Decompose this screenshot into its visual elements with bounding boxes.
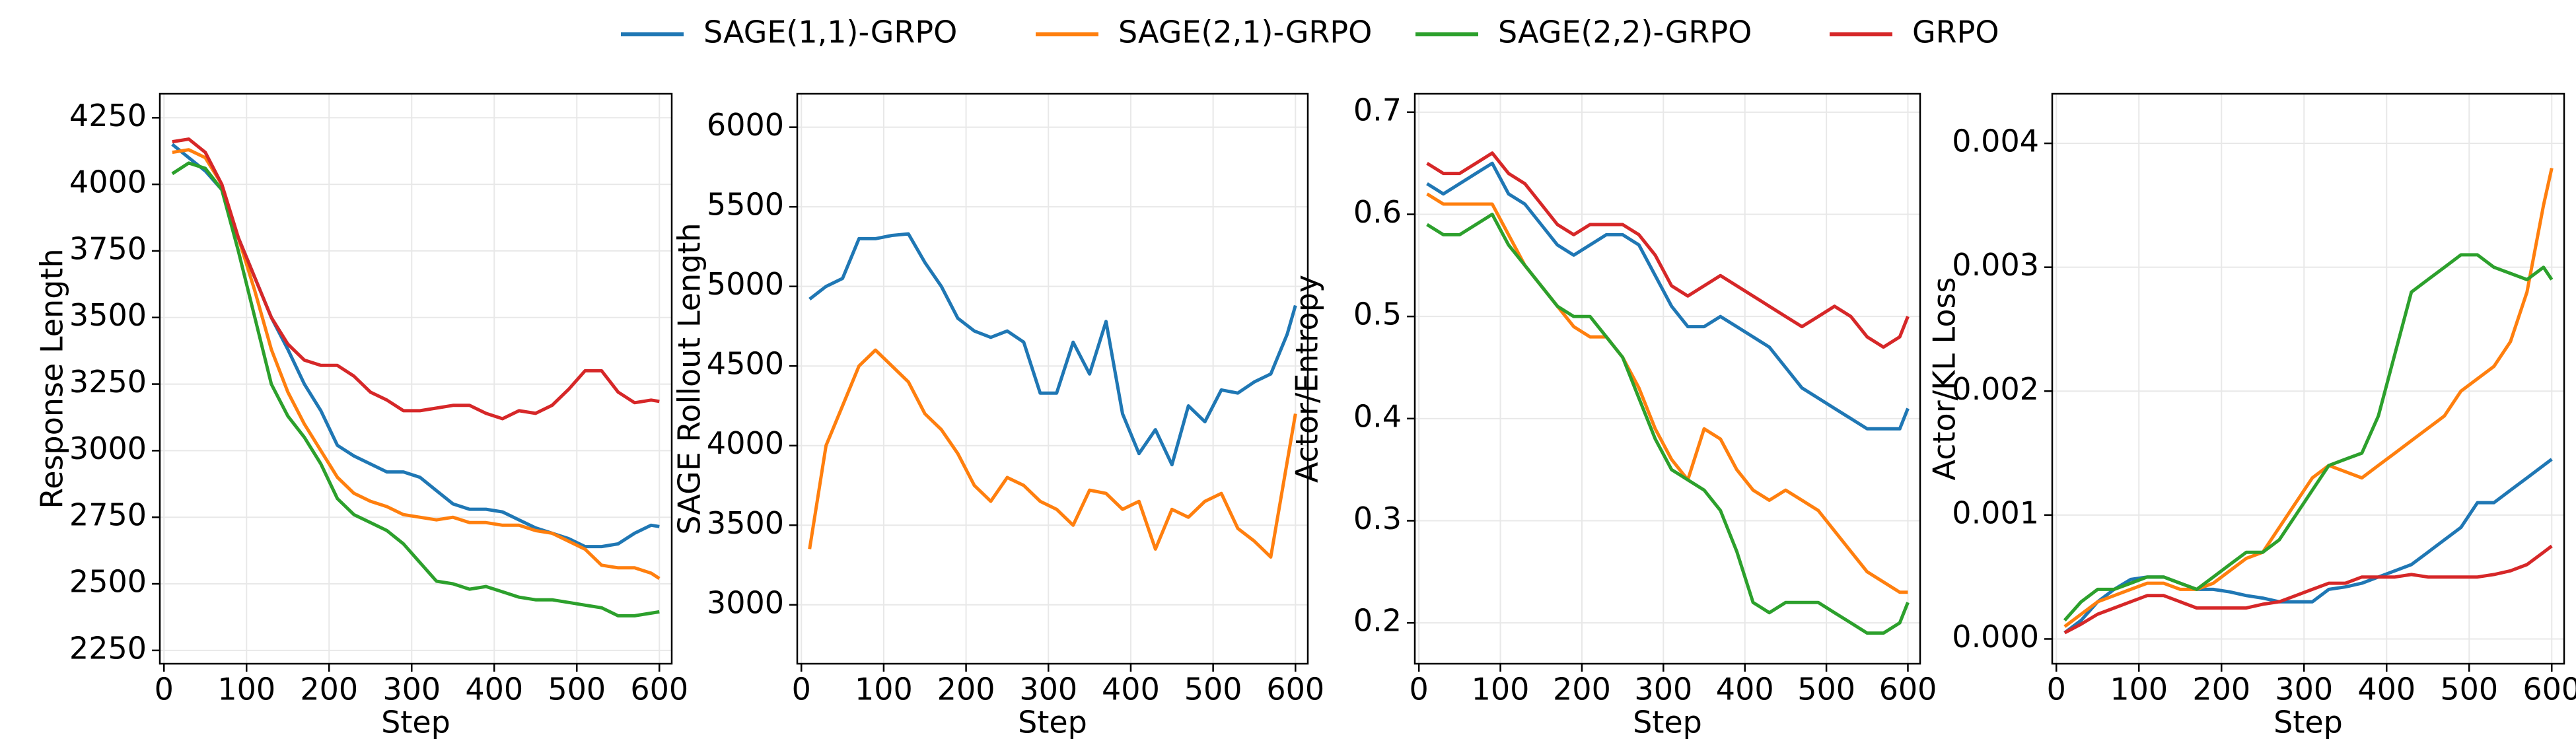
x-tick-label: 500 [1184,672,1242,707]
y-tick-label: 2250 [69,630,147,666]
y-tick-label: 4250 [69,98,147,133]
y-tick-label: 0.3 [1353,501,1402,536]
x-tick-label: 100 [1472,672,1530,707]
series-line [808,348,1297,559]
series-line [2063,253,2554,621]
y-tick-label: 3000 [707,584,784,620]
y-tick-label: 0.001 [1952,495,2039,530]
x-tick-label: 300 [1019,672,1077,707]
x-tick-label: 300 [1634,672,1692,707]
series-line [172,148,661,581]
x-axis-label: Step [1633,705,1702,740]
x-tick-label: 0 [155,672,174,707]
y-tick-label: 0.5 [1353,297,1402,332]
y-tick-label: 0.000 [1952,619,2039,654]
y-axis-label: Response Length [34,248,70,509]
x-tick-label: 200 [2192,672,2250,707]
series-line [2063,544,2553,635]
series-line [1426,192,1908,594]
x-tick-label: 0 [2047,672,2066,707]
plot-frame [1413,92,1921,665]
x-tick-label: 300 [2275,672,2333,707]
x-tick-label: 100 [217,672,275,707]
x-axis-label: Step [381,705,450,740]
y-tick-label: 2500 [69,564,147,600]
legend-label: GRPO [1912,15,1999,50]
y-tick-label: 3000 [69,431,147,466]
y-tick-label: 2750 [69,497,147,533]
y-tick-label: 3500 [69,297,147,333]
legend-label: SAGE(2,1)-GRPO [1118,15,1372,50]
series-line [171,143,660,549]
y-tick-label: 5500 [707,187,784,223]
y-tick-label: 0.004 [1952,124,2039,159]
x-tick-label: 400 [2357,672,2415,707]
y-tick-label: 0.7 [1353,92,1402,127]
x-tick-label: 600 [1879,672,1937,707]
x-tick-label: 600 [2522,672,2576,707]
x-tick-label: 600 [1266,672,1324,707]
y-tick-label: 6000 [707,107,784,143]
y-tick-label: 0.002 [1952,371,2039,407]
y-tick-label: 0.6 [1353,194,1402,230]
x-tick-label: 400 [1102,672,1160,707]
x-tick-label: 200 [1553,672,1611,707]
x-tick-label: 0 [1410,672,1429,707]
y-tick-label: 4500 [707,346,784,382]
x-tick-label: 500 [548,672,606,707]
y-axis-label: Actor/KL Loss [1927,277,1962,481]
series-line [808,232,1297,467]
x-tick-label: 500 [1797,672,1855,707]
y-axis-label: SAGE Rollout Length [672,223,707,534]
y-tick-label: 3750 [69,230,147,266]
x-tick-label: 0 [792,672,811,707]
y-tick-label: 3250 [69,364,147,400]
x-axis-label: Step [1018,705,1087,740]
series-line [172,137,660,421]
y-tick-label: 0.003 [1952,247,2039,283]
x-tick-label: 200 [937,672,995,707]
legend-label: SAGE(1,1)-GRPO [703,15,957,50]
x-tick-label: 100 [855,672,913,707]
series-line [2063,168,2554,628]
legend-label: SAGE(2,2)-GRPO [1498,15,1752,50]
x-tick-label: 400 [465,672,523,707]
x-axis-label: Step [2273,705,2343,740]
y-tick-label: 5000 [707,266,784,302]
plot-frame [796,92,1309,665]
x-tick-label: 200 [300,672,358,707]
y-axis-label: Actor/Entropy [1289,275,1325,483]
series-line [171,161,660,618]
x-tick-label: 300 [382,672,441,707]
plot-frame [2051,92,2565,665]
y-tick-label: 4000 [69,164,147,200]
series-line [1426,151,1910,349]
series-line [1426,213,1910,635]
x-tick-label: 600 [630,672,688,707]
x-tick-label: 100 [2110,672,2168,707]
y-tick-label: 0.4 [1353,398,1402,434]
plot-frame [159,92,673,665]
y-tick-label: 4000 [707,425,784,461]
x-tick-label: 500 [2440,672,2498,707]
y-tick-label: 0.2 [1353,603,1402,639]
series-line [1426,161,1910,431]
y-tick-label: 3500 [707,505,784,541]
x-tick-label: 400 [1716,672,1774,707]
